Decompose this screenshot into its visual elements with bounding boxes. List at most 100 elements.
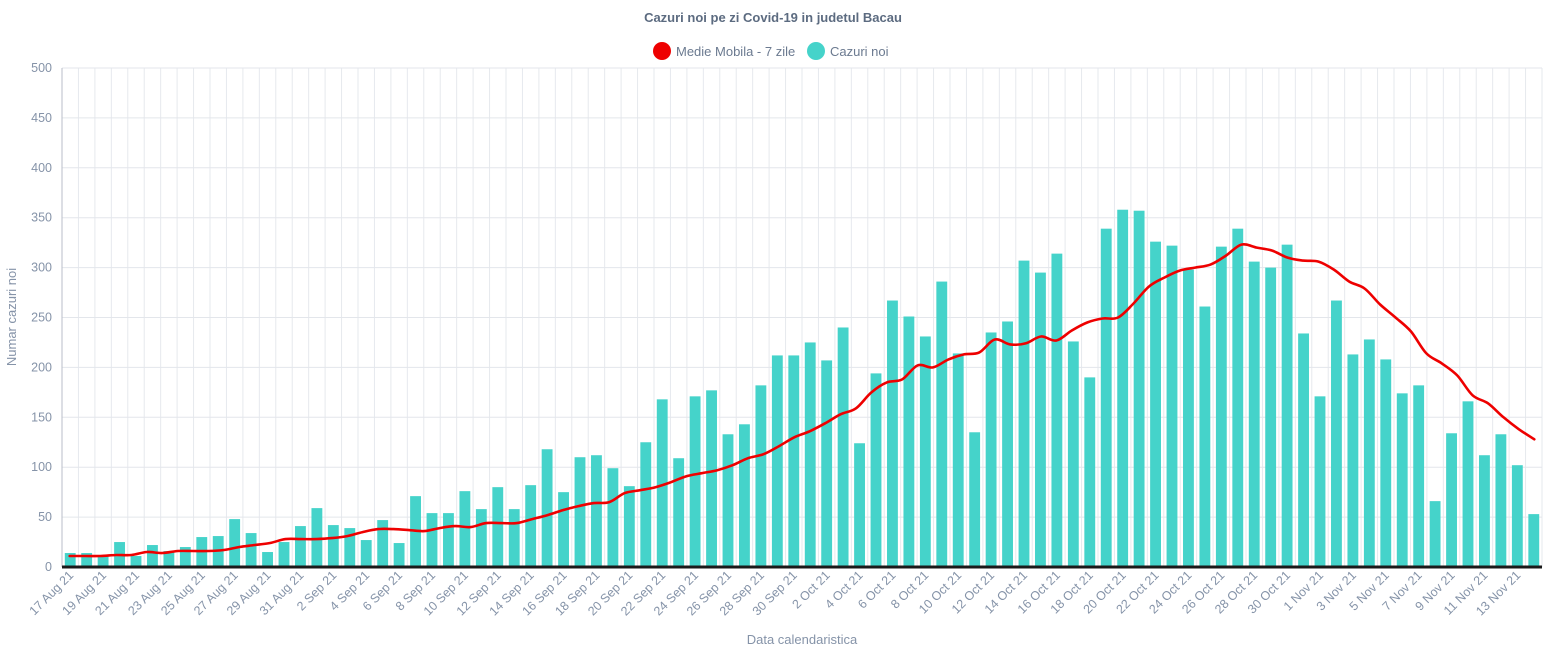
bar[interactable]: [1347, 354, 1359, 567]
bar[interactable]: [656, 399, 668, 567]
bar[interactable]: [591, 455, 602, 567]
bar[interactable]: [360, 540, 372, 567]
bar[interactable]: [1281, 244, 1293, 567]
bar[interactable]: [130, 556, 142, 567]
bar[interactable]: [1331, 300, 1342, 567]
bar[interactable]: [673, 458, 685, 567]
bar[interactable]: [426, 513, 438, 567]
bar[interactable]: [985, 332, 997, 567]
bar[interactable]: [541, 449, 553, 567]
bar[interactable]: [854, 443, 865, 567]
bar[interactable]: [1084, 377, 1096, 567]
bar[interactable]: [262, 552, 273, 567]
bar[interactable]: [508, 509, 520, 567]
bar[interactable]: [525, 485, 537, 567]
bar[interactable]: [1018, 260, 1030, 567]
bar[interactable]: [393, 543, 405, 567]
bar[interactable]: [1199, 306, 1211, 567]
grid: [61, 67, 1543, 568]
bar[interactable]: [1117, 209, 1129, 567]
bar[interactable]: [1495, 434, 1507, 567]
bar[interactable]: [377, 520, 389, 567]
bar[interactable]: [492, 487, 504, 567]
y-axis-ticks: 0 50 100 150 200 250 300 350 400 450 500: [31, 61, 52, 574]
bar[interactable]: [1150, 241, 1161, 567]
bar[interactable]: [1215, 246, 1227, 567]
y-tick-label: 350: [31, 211, 52, 225]
bar[interactable]: [804, 342, 816, 567]
bar[interactable]: [179, 547, 191, 567]
bar[interactable]: [1133, 210, 1145, 567]
bar[interactable]: [755, 385, 767, 567]
bar[interactable]: [1363, 339, 1375, 567]
bar[interactable]: [607, 468, 619, 567]
bar[interactable]: [1462, 401, 1474, 567]
bar[interactable]: [969, 432, 981, 567]
bar[interactable]: [574, 457, 586, 567]
bar[interactable]: [788, 355, 800, 567]
bar[interactable]: [229, 519, 241, 567]
bar[interactable]: [706, 390, 717, 567]
bar[interactable]: [147, 545, 158, 567]
bar[interactable]: [936, 281, 948, 567]
bar[interactable]: [475, 509, 487, 567]
bar[interactable]: [1511, 465, 1523, 567]
legend: Medie Mobila - 7 zile Cazuri noi: [653, 42, 889, 60]
bar[interactable]: [870, 373, 882, 567]
y-tick-label: 0: [45, 560, 52, 574]
bar[interactable]: [1166, 245, 1178, 567]
bar[interactable]: [163, 551, 175, 567]
bar[interactable]: [952, 353, 964, 567]
y-tick-label: 250: [31, 311, 52, 325]
bar[interactable]: [919, 336, 931, 567]
bar[interactable]: [722, 434, 734, 567]
bar[interactable]: [739, 424, 750, 567]
bar[interactable]: [1314, 396, 1326, 567]
bar[interactable]: [1002, 321, 1013, 567]
bar[interactable]: [1067, 341, 1079, 567]
bar[interactable]: [887, 300, 898, 567]
legend-item-moving-average[interactable]: Medie Mobila - 7 zile: [653, 42, 795, 60]
bar[interactable]: [327, 525, 339, 567]
bar[interactable]: [1265, 267, 1277, 567]
legend-item-new-cases[interactable]: Cazuri noi: [807, 42, 889, 60]
moving-average-line[interactable]: [68, 243, 1536, 558]
bar[interactable]: [623, 486, 635, 567]
bar[interactable]: [558, 492, 569, 567]
bar[interactable]: [64, 553, 76, 567]
bar[interactable]: [1396, 393, 1408, 567]
bar[interactable]: [443, 513, 454, 567]
bar[interactable]: [1446, 433, 1457, 567]
bar[interactable]: [245, 533, 257, 567]
bar[interactable]: [1528, 514, 1540, 567]
bar[interactable]: [344, 528, 356, 567]
bar[interactable]: [1248, 261, 1260, 567]
bar[interactable]: [295, 526, 306, 567]
bar[interactable]: [837, 327, 849, 567]
bar[interactable]: [1051, 253, 1063, 567]
bar[interactable]: [1429, 501, 1441, 567]
bar[interactable]: [903, 316, 915, 568]
legend-label-moving-average: Medie Mobila - 7 zile: [676, 44, 795, 59]
bar[interactable]: [278, 542, 290, 567]
bar[interactable]: [640, 442, 652, 567]
bar[interactable]: [1380, 359, 1392, 567]
bar[interactable]: [1413, 385, 1425, 567]
bar-series: [62, 209, 1542, 569]
bar[interactable]: [459, 491, 471, 567]
y-tick-label: 400: [31, 161, 52, 175]
bar[interactable]: [81, 553, 93, 567]
bar[interactable]: [689, 396, 701, 567]
bar[interactable]: [311, 508, 323, 567]
bar[interactable]: [1479, 455, 1490, 567]
bar[interactable]: [1100, 228, 1112, 567]
bar[interactable]: [821, 360, 833, 567]
bar[interactable]: [97, 555, 109, 567]
legend-marker-new-cases: [807, 42, 825, 60]
bar[interactable]: [771, 355, 783, 567]
bar[interactable]: [1232, 228, 1244, 567]
bar[interactable]: [1298, 333, 1309, 567]
bar[interactable]: [1035, 272, 1046, 567]
bar[interactable]: [1183, 269, 1194, 567]
